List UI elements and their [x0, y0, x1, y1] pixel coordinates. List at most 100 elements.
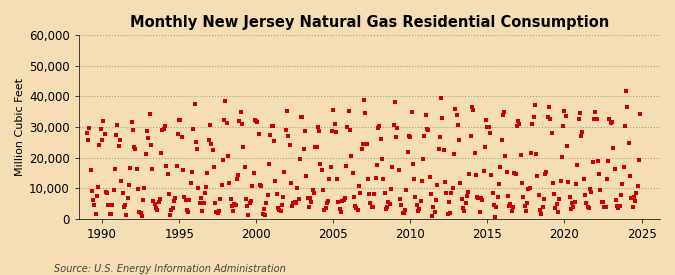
Point — [545, 117, 556, 121]
Point — [163, 192, 174, 196]
Point — [547, 181, 558, 185]
Point — [302, 196, 313, 200]
Point — [90, 212, 101, 217]
Point — [425, 192, 436, 197]
Point — [129, 145, 140, 149]
Point — [82, 138, 93, 142]
Point — [374, 124, 385, 128]
Point — [526, 151, 537, 156]
Point — [506, 208, 517, 213]
Point — [583, 206, 594, 210]
Point — [486, 173, 497, 178]
Point — [284, 143, 295, 147]
Point — [271, 192, 282, 196]
Point — [375, 137, 386, 141]
Point — [338, 197, 349, 202]
Point — [630, 199, 641, 203]
Point — [287, 204, 298, 208]
Point — [432, 183, 443, 188]
Point — [441, 190, 452, 195]
Point — [130, 147, 141, 151]
Point — [171, 164, 182, 169]
Point — [499, 110, 510, 115]
Point — [365, 200, 376, 205]
Point — [556, 179, 566, 183]
Point — [234, 119, 245, 123]
Point — [341, 163, 352, 168]
Point — [402, 149, 413, 154]
Point — [233, 173, 244, 177]
Point — [189, 102, 200, 106]
Point — [542, 114, 553, 119]
Point — [465, 134, 476, 138]
Point — [192, 147, 202, 151]
Point — [173, 118, 184, 123]
Point — [178, 167, 188, 172]
Point — [549, 192, 560, 197]
Point — [367, 205, 377, 209]
Point — [166, 208, 177, 212]
Point — [446, 191, 457, 196]
Point — [257, 211, 268, 216]
Point — [454, 138, 464, 142]
Point — [269, 139, 279, 143]
Point — [412, 208, 423, 213]
Point — [523, 187, 534, 191]
Point — [197, 208, 208, 213]
Point — [631, 191, 642, 196]
Point — [566, 207, 576, 211]
Point — [109, 166, 120, 171]
Point — [373, 126, 383, 131]
Point — [308, 191, 319, 195]
Point — [216, 183, 227, 187]
Point — [250, 118, 261, 123]
Point — [119, 205, 130, 209]
Point — [529, 103, 540, 107]
Point — [384, 201, 395, 206]
Point — [196, 196, 207, 200]
Point — [556, 155, 567, 160]
Point — [215, 197, 225, 202]
Point — [442, 212, 453, 216]
Point — [381, 207, 392, 211]
Point — [537, 205, 548, 210]
Point — [167, 206, 178, 210]
Point — [475, 210, 485, 214]
Point — [206, 142, 217, 147]
Point — [331, 130, 342, 134]
Point — [236, 110, 246, 114]
Point — [300, 129, 310, 133]
Point — [331, 177, 342, 182]
Point — [310, 145, 321, 149]
Point — [613, 206, 624, 210]
Point — [92, 185, 103, 189]
Point — [323, 199, 333, 204]
Point — [184, 198, 195, 202]
Y-axis label: Million Cubic Feet: Million Cubic Feet — [15, 78, 25, 176]
Point — [98, 119, 109, 123]
Point — [472, 195, 483, 199]
Point — [226, 204, 237, 209]
Point — [527, 122, 538, 126]
Point — [605, 121, 616, 126]
Point — [451, 113, 462, 117]
Point — [304, 205, 315, 209]
Point — [185, 181, 196, 185]
Point — [149, 201, 160, 206]
Point — [194, 201, 205, 205]
Point — [481, 117, 491, 122]
Point — [143, 136, 154, 140]
Point — [586, 189, 597, 194]
Point — [186, 169, 197, 174]
Point — [152, 208, 163, 212]
Point — [398, 211, 409, 216]
Point — [622, 105, 632, 109]
Point — [608, 146, 619, 150]
Point — [448, 186, 458, 190]
Point — [617, 182, 628, 186]
Point — [182, 207, 192, 212]
Point — [212, 211, 223, 215]
Point — [466, 105, 477, 109]
Point — [248, 171, 259, 175]
Point — [559, 109, 570, 114]
